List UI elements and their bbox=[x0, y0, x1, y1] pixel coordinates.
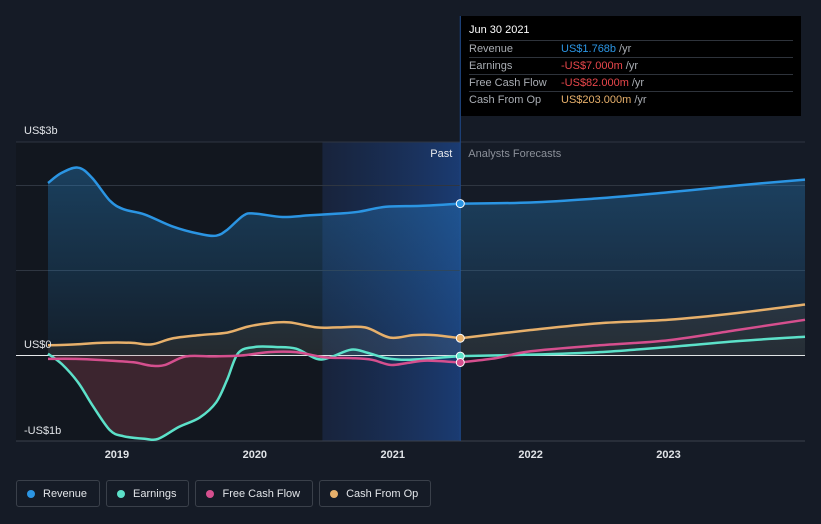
tooltip-value: US$1.768b bbox=[561, 43, 617, 55]
y-tick-label: -US$1b bbox=[24, 425, 61, 437]
tooltip-date: Jun 30 2021 bbox=[469, 24, 530, 36]
tooltip-label: Free Cash Flow bbox=[469, 77, 547, 89]
cash-from-op-area bbox=[48, 304, 805, 356]
earnings-forecast-line bbox=[460, 335, 806, 358]
tooltip-label: Revenue bbox=[469, 43, 514, 55]
tooltip-label: Cash From Op bbox=[469, 94, 542, 106]
y-tick-label: US$0 bbox=[24, 339, 52, 351]
legend-item-earnings[interactable]: Earnings bbox=[106, 480, 190, 507]
legend-dot-icon bbox=[206, 489, 215, 498]
legend-dot-icon bbox=[330, 489, 339, 498]
tooltip-row-cash-from-op: Cash From Op US$203.000m /yr bbox=[469, 91, 793, 108]
cash-from-op-marker bbox=[455, 333, 465, 343]
y-tick-label: US$3b bbox=[24, 125, 58, 137]
legend-item-cash-from-op[interactable]: Cash From Op bbox=[319, 480, 432, 507]
past-label: Past bbox=[430, 148, 452, 160]
forecast-label: Analysts Forecasts bbox=[468, 148, 561, 160]
legend-label: Cash From Op bbox=[346, 487, 419, 500]
tooltip-row-earnings: Earnings -US$7.000m /yr bbox=[469, 57, 793, 74]
earnings-area bbox=[48, 346, 461, 440]
legend-dot-icon bbox=[27, 489, 35, 498]
x-tick-label: 2021 bbox=[380, 449, 404, 461]
revenue-line bbox=[47, 166, 461, 238]
legend-label: Earnings bbox=[133, 487, 177, 500]
x-tick-label: 2019 bbox=[105, 449, 129, 461]
revenue-marker bbox=[455, 199, 465, 209]
tooltip-value: -US$7.000m bbox=[561, 60, 623, 72]
tooltip-row-revenue: Revenue US$1.768b /yr bbox=[469, 40, 793, 57]
tooltip-unit: /yr bbox=[634, 94, 647, 106]
legend-label: Revenue bbox=[43, 487, 88, 500]
x-tick-label: 2022 bbox=[518, 449, 542, 461]
free-cash-flow-marker bbox=[455, 357, 465, 367]
earnings-line bbox=[47, 345, 461, 442]
legend-item-revenue[interactable]: Revenue bbox=[16, 480, 101, 507]
x-tick-label: 2023 bbox=[656, 449, 680, 461]
tooltip: Jun 30 2021 Revenue US$1.768b /yr Earnin… bbox=[461, 16, 801, 116]
tooltip-value: -US$82.000m bbox=[561, 77, 629, 89]
revenue-area bbox=[48, 167, 805, 356]
tooltip-unit: /yr bbox=[625, 60, 638, 72]
legend: Revenue Earnings Free Cash Flow Cash Fro… bbox=[16, 480, 432, 507]
free-cash-flow-forecast-line bbox=[460, 318, 806, 364]
tooltip-label: Earnings bbox=[469, 60, 513, 72]
tooltip-row-free-cash-flow: Free Cash Flow -US$82.000m /yr bbox=[469, 74, 793, 91]
revenue-forecast-line bbox=[460, 178, 806, 205]
cash-from-op-line bbox=[47, 320, 461, 347]
x-tick-label: 2020 bbox=[243, 449, 267, 461]
legend-item-free-cash-flow[interactable]: Free Cash Flow bbox=[195, 480, 314, 507]
tooltip-unit: /yr bbox=[619, 43, 632, 55]
free-cash-flow-line bbox=[47, 350, 461, 368]
cash-from-op-forecast-line bbox=[460, 303, 806, 340]
legend-label: Free Cash Flow bbox=[222, 487, 301, 500]
free-cash-flow-area bbox=[48, 352, 242, 440]
tooltip-value: US$203.000m bbox=[561, 94, 632, 106]
tooltip-unit: /yr bbox=[631, 77, 645, 89]
legend-dot-icon bbox=[117, 489, 126, 498]
